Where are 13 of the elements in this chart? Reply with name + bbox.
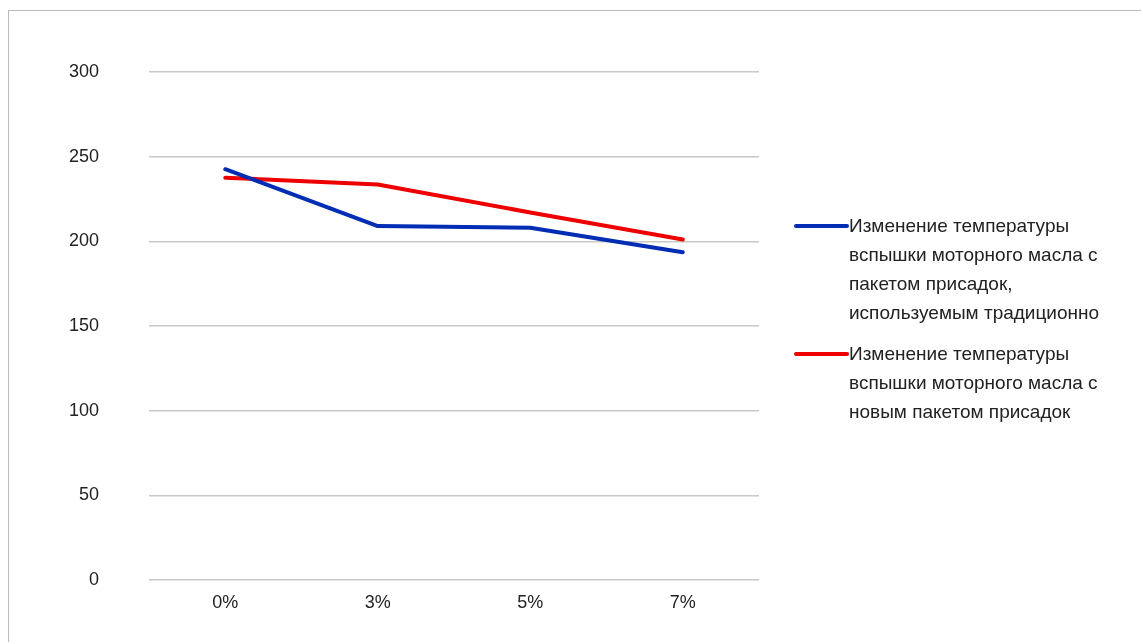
x-tick-label: 3% xyxy=(364,591,391,612)
y-tick-label: 100 xyxy=(68,399,100,420)
y-tick-label: 0 xyxy=(89,569,100,590)
y-tick-label: 200 xyxy=(68,230,100,251)
y-tick-label: 50 xyxy=(79,484,100,505)
y-tick-label: 250 xyxy=(68,145,100,166)
legend-label: Изменение температуры вспышки моторного масла с пакетом присадок, используемым традиционно xyxy=(849,214,1101,325)
legend-label: Изменение температуры вспышки моторного масла с новым пакетом присадок xyxy=(849,342,1099,424)
x-tick-label: 5% xyxy=(517,591,544,612)
y-tick-label: 300 xyxy=(68,60,100,81)
y-tick-label: 150 xyxy=(68,314,100,335)
x-tick-label: 7% xyxy=(669,591,696,612)
x-tick-label: 0% xyxy=(212,591,239,612)
